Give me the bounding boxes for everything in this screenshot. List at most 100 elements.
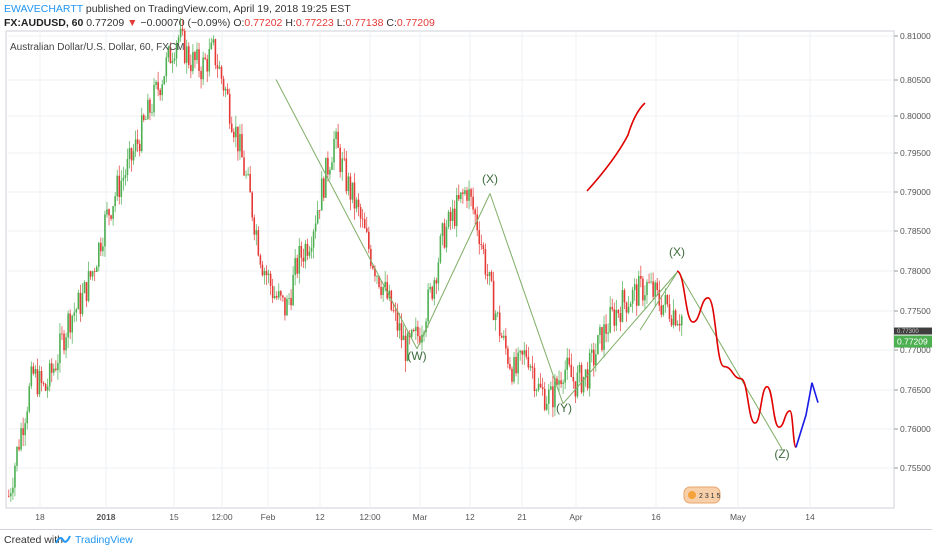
candle-body [237,126,239,152]
candle-body [155,81,157,85]
candle-body [306,243,309,256]
candle-body [67,313,69,338]
candle-body [89,271,92,277]
time-axis[interactable]: 18 2018 15 12:00 Feb 12 12:00 Mar 12 21 Apr 16 May 14 [35,512,815,522]
candle-body [607,332,609,334]
candle-body [243,157,245,176]
candle-body [595,354,597,366]
time-tick-label: 12 [465,512,475,522]
candle-body [640,276,642,279]
candle-body [541,387,544,389]
candle-body [81,293,84,314]
candle-body [316,210,319,224]
wave-label: (Y) [556,401,572,415]
price-tick-label: 0.76000 [900,424,931,434]
candle-body [167,46,170,58]
candle-body [558,380,560,385]
candle-body [621,290,624,322]
current-price-tag [894,335,932,348]
candle-body [320,178,323,211]
candle-body [576,372,579,397]
wave-label: (X) [669,245,685,259]
candle-body [333,138,335,163]
candle-body [323,178,325,198]
candle-body [472,196,474,210]
candle-body [188,46,190,65]
candle-body [190,64,192,72]
candle-body [253,217,256,235]
author-link[interactable]: EWAVECHARTT [4,3,83,15]
candle-body [529,366,532,368]
candle-body [513,356,515,382]
candle-body [468,189,470,201]
candle-body [159,89,161,96]
candle-body [34,369,37,374]
events-badge[interactable]: 2 3 1 5 [683,486,721,504]
candle-body [613,309,616,326]
candle-body [294,258,296,275]
candle-body [77,292,80,310]
candle-body [12,487,14,494]
candle-body [396,311,399,331]
candle-body [95,266,98,273]
candle-body [359,207,362,219]
candle-body [507,348,509,364]
price-axis[interactable]: 0.81000 0.80500 0.80000 0.79500 0.79000 0.785… [894,31,932,473]
price-tick-label: 0.80500 [900,75,931,85]
candle-body [91,271,94,277]
candle-body [509,363,511,369]
candle-body [20,428,22,450]
candle-body [419,336,421,343]
open-value: 0.77202 [244,17,283,29]
candle-body [173,58,176,61]
candle-body [353,182,356,209]
candle-body [134,139,137,152]
candle-body [378,276,380,287]
high-value: 0.77223 [295,17,334,29]
candle-body [593,349,595,366]
candle-body [627,306,630,313]
candle-body [433,280,436,299]
candle-body [212,39,215,43]
candle-body [63,333,65,351]
candle-body [196,49,198,61]
candle-body [404,335,407,361]
candle-body [451,208,454,221]
candle-body [122,177,125,181]
candle-body [566,357,569,370]
candle-body [429,286,431,290]
wave-line [639,270,679,331]
candle-body [505,335,507,349]
candle-body [55,368,57,371]
candle-body [496,312,499,314]
price-tick-label: 0.78500 [900,226,931,236]
candle-body [460,192,462,200]
created-with-label: Created with [4,534,63,546]
candle-body [308,251,311,256]
candle-body [650,281,652,283]
candle-body [114,196,116,207]
candle-body [402,335,405,341]
candle-body [53,368,55,373]
candle-body [599,327,601,336]
candle-body [662,304,665,315]
candle-body [588,352,591,389]
price-tick-label: 0.80000 [900,111,931,121]
candle-body [286,298,288,316]
candle-body [198,49,200,71]
price-chart[interactable]: (W) (X) (Y) (X) (Z) 0.81000 0.80500 0.80000 0.7… [0,0,932,529]
candle-body [492,280,495,321]
candle-body [259,255,262,265]
price-change: −0.00070 (−0.09%) [140,17,231,29]
candle-body [445,226,448,248]
candle-body [466,190,468,201]
last-price: 0.77209 [86,17,125,29]
tradingview-link[interactable]: TradingView [75,534,133,546]
candle-body [531,366,534,368]
candle-body [200,70,202,80]
candle-body [674,310,677,326]
tradingview-logo-icon [55,535,71,544]
candle-body [30,366,33,387]
candle-body [208,48,211,72]
candle-body [59,333,61,363]
